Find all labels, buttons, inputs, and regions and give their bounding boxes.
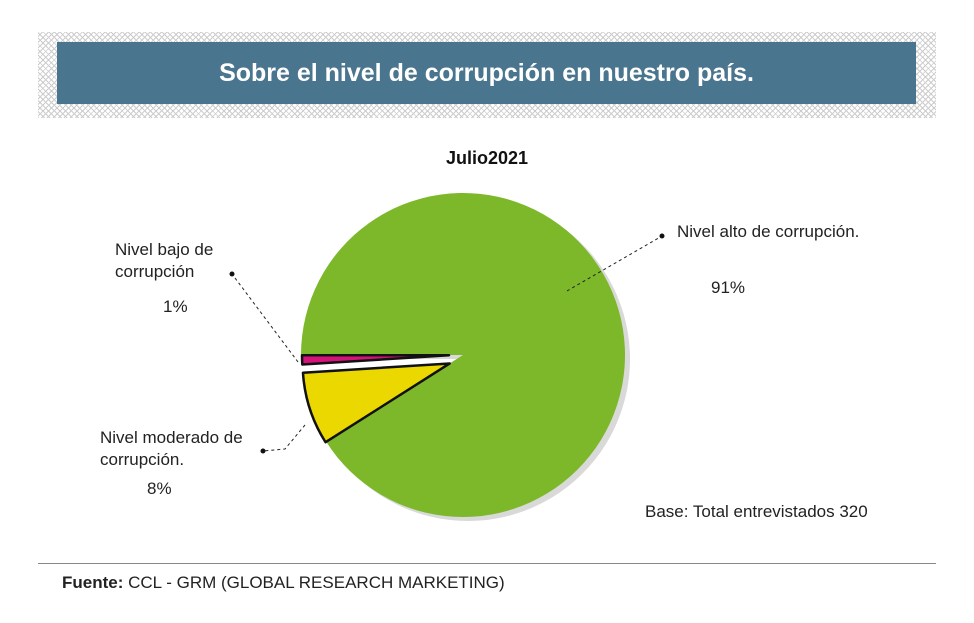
value-bajo: 1%: [163, 297, 188, 316]
value-moderado: 8%: [147, 479, 172, 498]
source-label: Fuente:: [62, 573, 124, 592]
slice-alto: [301, 193, 625, 518]
slice-moderado: [301, 362, 451, 444]
value-alto: 91%: [711, 278, 746, 297]
divider: [38, 563, 936, 564]
label-moderado: Nivel moderado de corrupción.: [100, 428, 243, 469]
slice-bajo: [300, 354, 451, 366]
base-note: Base: Total entrevistados 320: [645, 502, 868, 521]
label-alto: Nivel alto de corrupción.: [677, 222, 860, 241]
leader-bajo-dot: [229, 271, 235, 277]
source-text: CCL - GRM (GLOBAL RESEARCH MARKETING): [128, 573, 505, 592]
leader-bajo: [231, 273, 299, 363]
chart-title: Sobre el nivel de corrupción en nuestro …: [57, 42, 916, 104]
leader-moderado-dot: [260, 448, 266, 454]
label-bajo: Nivel bajo de corrupción: [115, 240, 214, 281]
chart-subtitle: Julio2021: [445, 148, 529, 168]
leader-alto: [566, 235, 663, 292]
leader-alto-dot: [659, 233, 665, 239]
leader-moderado: [262, 424, 306, 452]
source-line: Fuente: CCL - GRM (GLOBAL RESEARCH MARKE…: [62, 573, 505, 593]
